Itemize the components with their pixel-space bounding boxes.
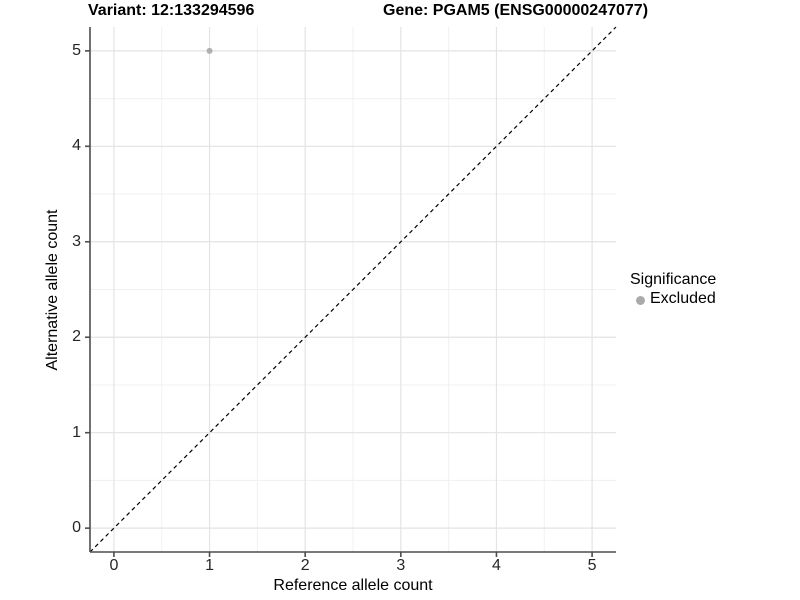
x-tick-label-3: 3: [396, 557, 406, 574]
excluded-point-icon: [636, 296, 645, 305]
variant-title: Variant: 12:133294596: [88, 2, 255, 19]
y-axis-title: Alternative allele count: [44, 209, 61, 371]
y-tick-label-3: 3: [72, 232, 81, 250]
x-tick-label-1: 1: [205, 557, 214, 574]
x-tick-label-2: 2: [300, 557, 310, 574]
gene-title: Gene: PGAM5 (ENSG00000247077): [383, 2, 649, 19]
x-tick-label-0: 0: [109, 557, 119, 574]
legend-item-label: Excluded: [650, 290, 716, 307]
x-axis-title: Reference allele count: [273, 577, 433, 594]
x-tick-label-5: 5: [587, 557, 597, 574]
y-tick-label-0: 0: [72, 519, 81, 537]
y-tick-label-2: 2: [72, 328, 81, 346]
x-tick-label-4: 4: [492, 557, 501, 574]
y-tick-label-5: 5: [72, 41, 81, 59]
y-tick-label-1: 1: [72, 423, 81, 441]
legend-title: Significance: [630, 271, 717, 288]
y-tick-label-4: 4: [72, 137, 81, 155]
